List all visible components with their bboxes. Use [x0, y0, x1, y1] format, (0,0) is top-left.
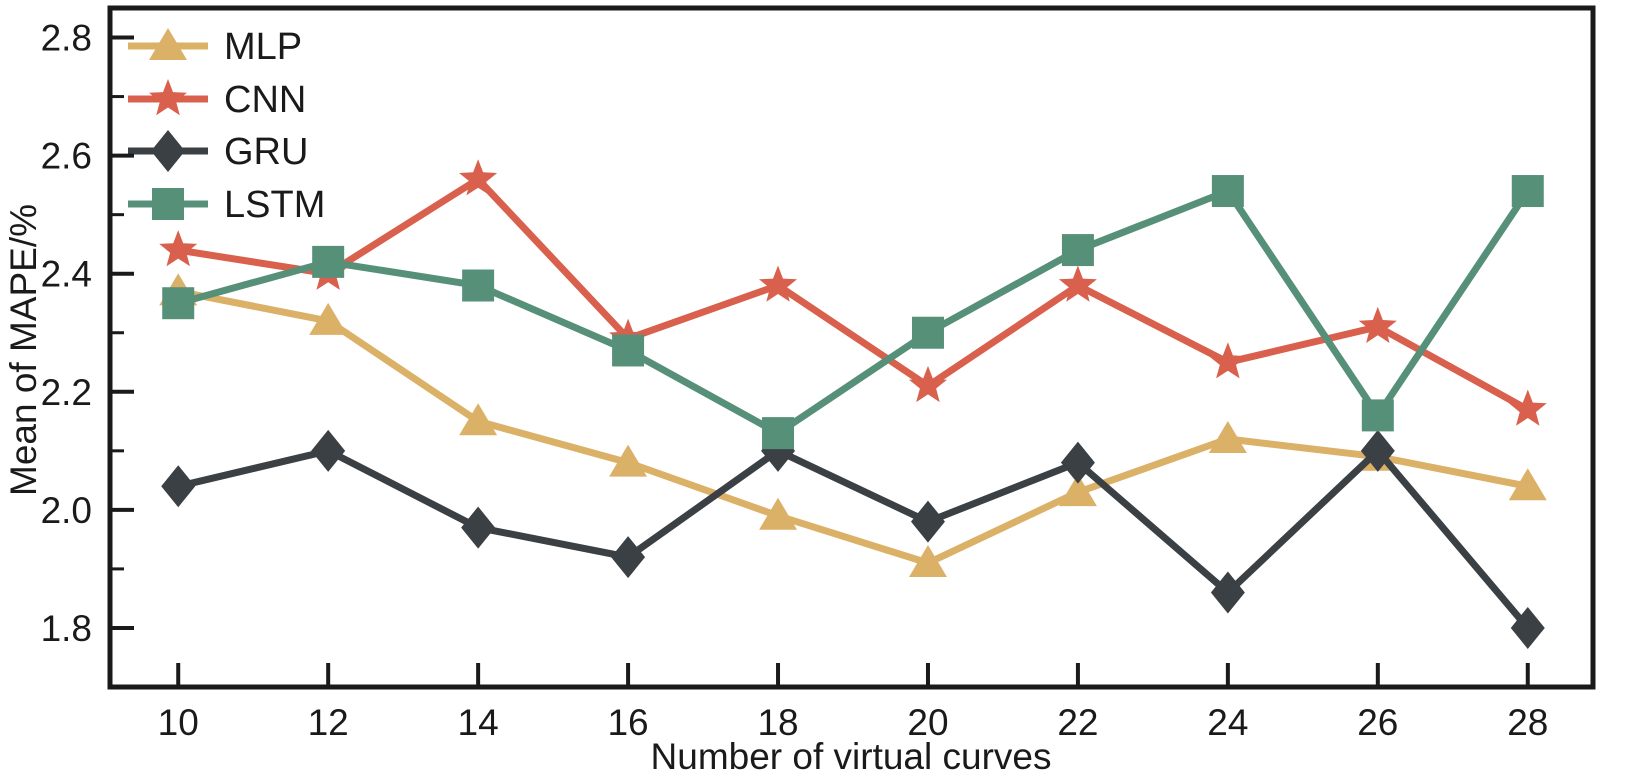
legend-item-gru: GRU — [128, 130, 308, 173]
legend-item-mlp: MLP — [128, 26, 302, 68]
diamond-marker-icon — [151, 130, 185, 172]
triangle-marker-icon — [459, 403, 498, 436]
legend-label-gru: GRU — [224, 131, 308, 173]
star-marker-icon — [149, 79, 187, 116]
x-tick-label: 26 — [1357, 702, 1398, 743]
square-marker-icon — [1211, 175, 1244, 208]
triangle-marker-icon — [1508, 468, 1547, 501]
square-marker-icon — [162, 287, 195, 320]
diamond-marker-icon — [1060, 441, 1095, 484]
series-line-mlp — [177, 287, 1529, 567]
series-line-cnn — [177, 174, 1530, 413]
triangle-marker-icon — [1058, 474, 1097, 507]
y-tick-label: 2.4 — [41, 254, 92, 295]
square-marker-icon — [312, 245, 345, 278]
square-marker-icon — [762, 417, 795, 450]
y-tick-label: 2.8 — [41, 18, 92, 59]
triangle-marker-icon — [309, 302, 348, 335]
x-tick-label: 16 — [607, 702, 648, 743]
series-line-lstm — [177, 186, 1531, 438]
square-marker-icon — [911, 316, 944, 349]
series-line-gru — [177, 445, 1531, 631]
x-tick-label: 12 — [308, 702, 349, 743]
x-tick-label: 28 — [1507, 702, 1548, 743]
y-tick-label: 2.2 — [41, 372, 92, 413]
diamond-marker-icon — [461, 506, 496, 549]
star-marker-icon — [459, 159, 498, 196]
y-tick-label: 1.8 — [41, 608, 92, 649]
star-marker-icon — [1208, 342, 1247, 379]
square-marker-icon — [1061, 234, 1094, 267]
star-marker-icon — [909, 365, 947, 403]
diamond-marker-icon — [1360, 429, 1395, 472]
diamond-marker-icon — [1510, 606, 1545, 649]
series-lstm — [162, 175, 1544, 450]
legend-label-cnn: CNN — [224, 79, 306, 121]
x-tick-label: 10 — [158, 702, 199, 743]
x-tick-label: 24 — [1207, 702, 1248, 743]
square-marker-icon — [1361, 399, 1394, 432]
triangle-marker-icon — [759, 497, 798, 530]
y-tick-label: 2.6 — [41, 136, 92, 177]
x-tick-label: 18 — [757, 702, 798, 743]
diamond-marker-icon — [1210, 571, 1245, 614]
triangle-marker-icon — [609, 444, 648, 477]
y-axis-title: Mean of MAPE/% — [3, 204, 44, 496]
legend-item-lstm: LSTM — [128, 184, 325, 226]
legend-label-lstm: LSTM — [224, 184, 325, 226]
triangle-marker-icon — [149, 28, 187, 60]
star-marker-icon — [159, 230, 198, 267]
star-marker-icon — [1508, 389, 1547, 426]
x-axis-title: Number of virtual curves — [651, 736, 1052, 776]
diamond-marker-icon — [910, 500, 945, 543]
tick-labels: 1.8 2.0 2.2 2.4 2.6 2.8 10 12 14 16 18 20 22 24 26 28 — [41, 18, 1549, 743]
star-marker-icon — [1058, 265, 1097, 302]
legend-label-mlp: MLP — [224, 26, 302, 68]
axes — [107, 5, 1596, 690]
star-marker-icon — [759, 265, 797, 302]
x-tick-label: 20 — [907, 702, 948, 743]
triangle-marker-icon — [1208, 421, 1247, 454]
diamond-marker-icon — [311, 429, 346, 472]
square-marker-icon — [1511, 175, 1544, 208]
y-tick-label: 2.0 — [41, 490, 92, 531]
square-marker-icon — [462, 269, 495, 302]
diamond-marker-icon — [611, 536, 646, 579]
triangle-marker-icon — [908, 545, 947, 578]
ticks — [112, 35, 1530, 685]
series-mlp — [159, 273, 1547, 578]
square-marker-icon — [152, 188, 184, 220]
square-marker-icon — [612, 334, 645, 367]
x-tick-label: 22 — [1057, 702, 1098, 743]
diamond-marker-icon — [161, 465, 196, 508]
x-tick-label: 14 — [458, 702, 499, 743]
star-marker-icon — [1358, 306, 1397, 343]
legend: MLP CNN GRU LSTM — [128, 26, 325, 226]
legend-item-cnn: CNN — [128, 79, 306, 121]
